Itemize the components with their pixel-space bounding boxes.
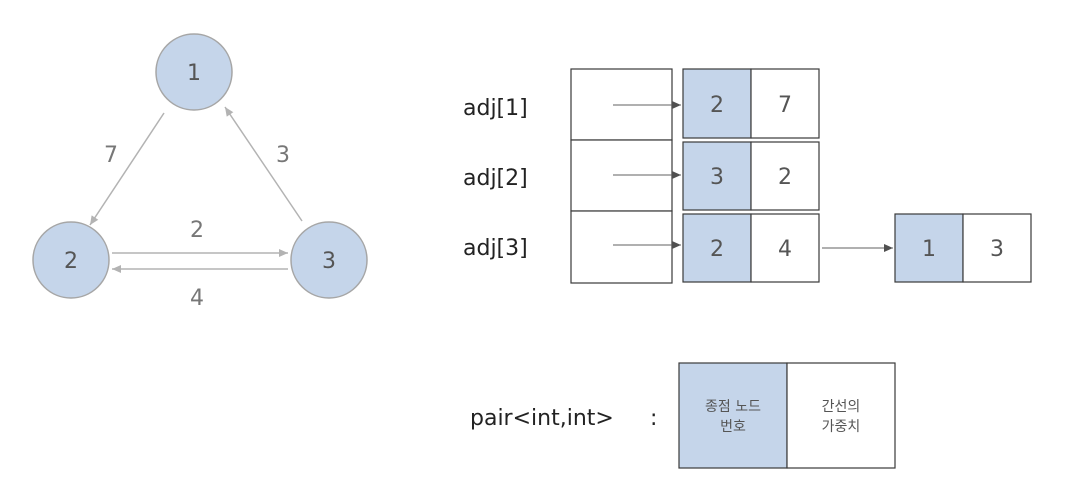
legend-separator: : [650,406,657,431]
weight-cell [750,141,820,211]
dest-node-value: 1 [922,237,936,262]
edge-weight-1-2: 7 [104,143,118,168]
dest-node-cell [682,68,752,139]
edge-weight-3-1: 3 [276,143,290,168]
graph: 7 2 3 4 1 2 3 [32,33,368,311]
graph-node-1: 1 [155,33,233,111]
dest-node-cell [682,141,752,211]
node-label: 2 [64,249,78,274]
adj-1-pair-1: 2 7 [682,68,820,139]
weight-value: 4 [778,237,792,262]
adj-2-pair-1: 3 2 [682,141,820,211]
node-label: 1 [187,61,201,86]
weight-cell [962,213,1032,283]
legend-dest-line-2: 번호 [720,419,746,435]
graph-node-2: 2 [32,221,110,299]
weight-value: 3 [990,237,1004,262]
adj-head-box-3 [570,210,673,284]
edge-weight-2-3: 2 [190,218,204,243]
dest-node-value: 2 [710,93,724,118]
edge-3-to-1 [224,106,303,222]
legend-weight-line-2: 가중치 [822,419,861,435]
adjacency-list: adj[1] adj[2] adj[3] 2 7 3 2 2 [463,68,1032,284]
legend-weight-line-1: 간선의 [822,399,861,415]
pair-legend: pair<int,int> : 종점 노드 번호 간선의 가중치 [470,362,896,469]
edge-weight-3-2: 4 [190,286,204,311]
row-label-adj-1: adj[1] [463,96,528,121]
legend-weight-cell [786,362,896,469]
weight-cell [750,68,820,139]
adj-3-pair-2: 1 3 [894,213,1032,283]
dest-node-cell [894,213,964,283]
weight-cell [750,213,820,283]
dest-node-cell [682,213,752,283]
row-label-adj-2: adj[2] [463,166,528,191]
graph-node-3: 3 [290,221,368,299]
node-label: 3 [322,249,336,274]
legend-type-label: pair<int,int> [470,406,614,431]
row-label-adj-3: adj[3] [463,236,528,261]
dest-node-value: 2 [710,237,724,262]
legend-dest-line-1: 종점 노드 [705,399,761,415]
legend-dest-cell [678,362,788,469]
adj-3-pair-1: 2 4 [682,213,820,283]
edge-1-to-2 [89,112,165,226]
dest-node-value: 3 [710,165,724,190]
weight-value: 2 [778,165,792,190]
weight-value: 7 [778,93,792,118]
